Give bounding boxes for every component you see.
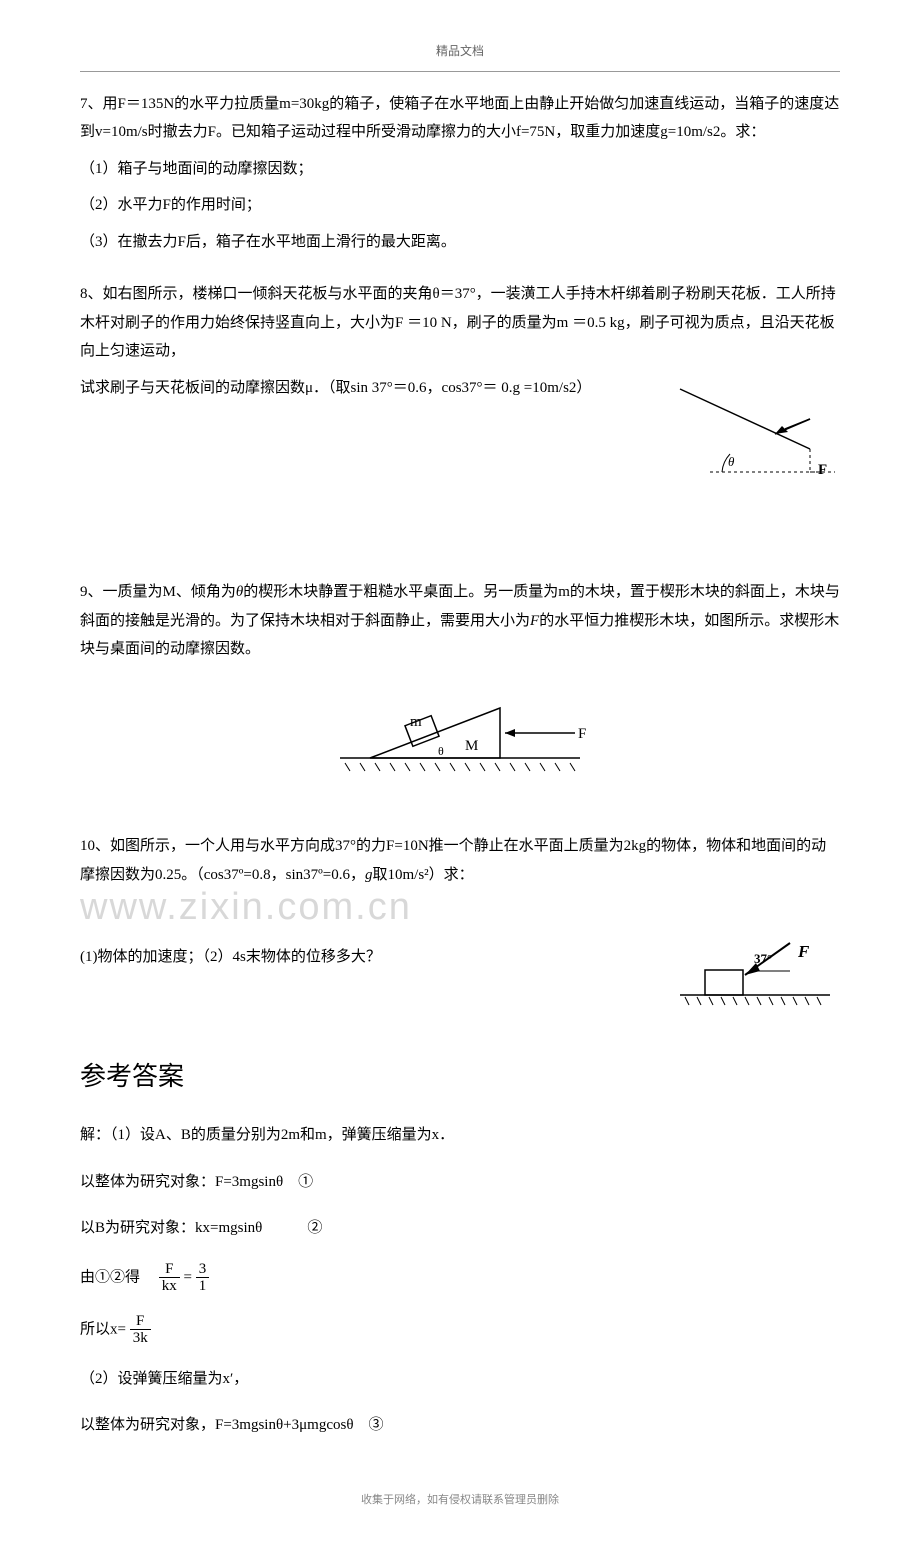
- answer-line-7: 以整体为研究对象，F=3mgsinθ+3μmgcosθ ③: [80, 1411, 840, 1440]
- svg-text:37°: 37°: [754, 951, 772, 966]
- answer-4-frac1-den: kx: [159, 1278, 180, 1295]
- answer-4-frac1-num: F: [159, 1261, 180, 1279]
- answer-5-prefix: 所以x=: [80, 1321, 126, 1337]
- answers-block: 解：（1）设A、B的质量分别为2m和m，弹簧压缩量为x． 以整体为研究对象：F=…: [80, 1121, 840, 1440]
- problem-10-t3: 取10m/s²）求：: [372, 867, 473, 883]
- page-footer: 收集于网络，如有侵权请联系管理员删除: [80, 1490, 840, 1511]
- answer-line-1: 解：（1）设A、B的质量分别为2m和m，弹簧压缩量为x．: [80, 1121, 840, 1150]
- problem-7-q1: （1）箱子与地面间的动摩擦因数；: [80, 155, 840, 184]
- problem-7-q2: （2）水平力F的作用时间；: [80, 191, 840, 220]
- problem-9-text: 9、一质量为M、倾角为θ的楔形木块静置于粗糙水平桌面上。另一质量为m的木块，置于…: [80, 578, 840, 664]
- problem-10: 10、如图所示，一个人用与水平方向成37°的力F=10N推一个静止在水平面上质量…: [80, 832, 840, 1026]
- answer-4-prefix: 由①②得: [80, 1269, 155, 1285]
- problem-9-force: F: [530, 613, 539, 629]
- svg-text:F: F: [818, 462, 827, 478]
- problem-7-main: 7、用F＝135N的水平力拉质量m=30kg的箱子，使箱子在水平地面上由静止开始…: [80, 90, 840, 147]
- answer-line-3: 以B为研究对象：kx=mgsinθ ②: [80, 1214, 840, 1243]
- svg-text:M: M: [465, 738, 478, 754]
- problem-8-diagram: θ F: [670, 374, 840, 495]
- answer-4-frac2: 3 1: [196, 1261, 210, 1295]
- problem-8: 8、如右图所示，楼梯口一倾斜天花板与水平面的夹角θ＝37°，一装潢工人手持木杆绑…: [80, 280, 840, 494]
- answers-heading: 参考答案: [80, 1052, 840, 1101]
- problem-10-angle: 37°: [335, 838, 356, 854]
- answer-line-5: 所以x= F 3k: [80, 1313, 840, 1347]
- answer-4-frac2-den: 1: [196, 1278, 210, 1295]
- answer-4-eq: =: [184, 1269, 192, 1285]
- answer-5-frac: F 3k: [130, 1313, 151, 1347]
- problem-7: 7、用F＝135N的水平力拉质量m=30kg的箱子，使箱子在水平地面上由静止开始…: [80, 90, 840, 257]
- svg-text:F: F: [578, 726, 586, 742]
- answer-line-4: 由①②得 F kx = 3 1: [80, 1261, 840, 1295]
- problem-9: 9、一质量为M、倾角为θ的楔形木块静置于粗糙水平桌面上。另一质量为m的木块，置于…: [80, 578, 840, 808]
- svg-text:F: F: [797, 942, 810, 961]
- answer-4-frac1: F kx: [159, 1261, 180, 1295]
- problem-7-q3: （3）在撤去力F后，箱子在水平地面上滑行的最大距离。: [80, 228, 840, 257]
- answer-5-frac-num: F: [130, 1313, 151, 1331]
- answer-line-6: （2）设弹簧压缩量为x′，: [80, 1365, 840, 1394]
- svg-text:θ: θ: [438, 744, 444, 758]
- svg-text:θ: θ: [728, 454, 735, 469]
- answer-5-frac-den: 3k: [130, 1330, 151, 1347]
- problem-9-t1: 9、一质量为M、倾角为: [80, 584, 236, 600]
- problem-10-diagram: 37° F: [670, 935, 840, 1026]
- answer-line-2: 以整体为研究对象：F=3mgsinθ ①: [80, 1168, 840, 1197]
- problem-9-diagram: m M θ F: [80, 678, 840, 789]
- problem-10-t1: 10、如图所示，一个人用与水平方向成: [80, 838, 335, 854]
- page-header-title: 精品文档: [80, 40, 840, 72]
- problem-10-text: 10、如图所示，一个人用与水平方向成37°的力F=10N推一个静止在水平面上质量…: [80, 832, 840, 889]
- svg-text:m: m: [410, 714, 422, 730]
- problem-8-main: 8、如右图所示，楼梯口一倾斜天花板与水平面的夹角θ＝37°，一装潢工人手持木杆绑…: [80, 280, 840, 366]
- answer-4-frac2-num: 3: [196, 1261, 210, 1279]
